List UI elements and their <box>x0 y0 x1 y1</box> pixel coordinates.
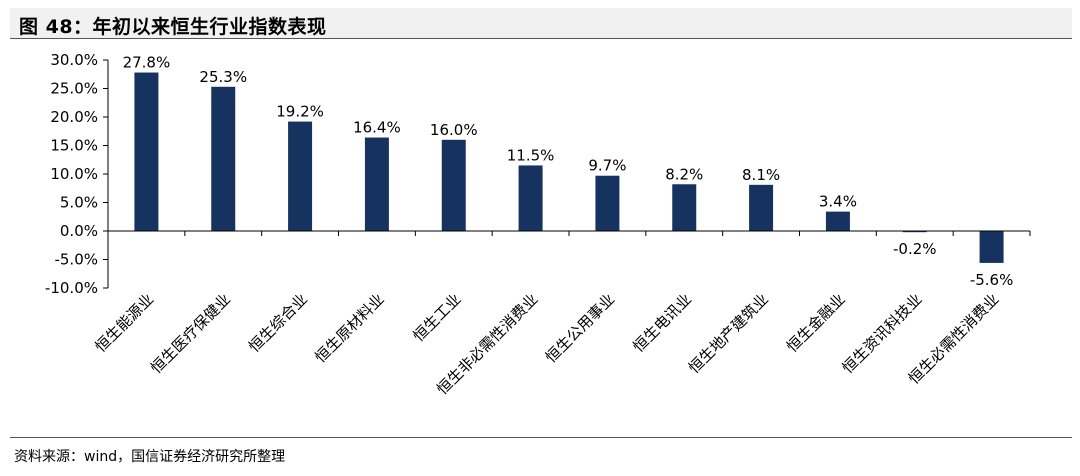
footer-divider <box>10 437 1072 438</box>
x-category-label: 恒生综合业 <box>245 290 311 356</box>
bar-value-label: 25.3% <box>199 68 247 86</box>
bar-value-label: -0.2% <box>893 240 937 258</box>
bar-value-label: 8.2% <box>665 165 703 183</box>
bar <box>441 139 466 231</box>
bar <box>134 72 159 231</box>
bar <box>825 211 850 231</box>
x-category-label: 恒生金融业 <box>783 290 849 356</box>
bar-value-label: -5.6% <box>970 271 1014 289</box>
bar-value-label: 16.4% <box>353 119 401 137</box>
y-tick-label: 5.0% <box>60 194 98 212</box>
x-category-label: 恒生地产建筑业 <box>685 290 772 377</box>
x-axis <box>107 230 1031 236</box>
y-axis: 30.0% 25.0% 20.0% 15.0% 10.0% 5.0% 0.0% -5.0% -1… <box>45 51 109 297</box>
y-tick-label: -10.0% <box>45 279 98 297</box>
bar-chart: 30.0% 25.0% 20.0% 15.0% 10.0% 5.0% 0.0% -5.0% -1… <box>45 51 1031 398</box>
bar <box>749 184 774 231</box>
y-tick-label: 30.0% <box>50 51 98 69</box>
bar-value-label: 3.4% <box>819 193 857 211</box>
y-tick-label: 0.0% <box>60 222 98 240</box>
source-note: 资料来源：wind，国信证券经济研究所整理 <box>14 449 286 465</box>
bar <box>518 165 543 231</box>
bar-value-label: 8.1% <box>742 166 780 184</box>
bar <box>288 121 313 231</box>
y-tick-label: 20.0% <box>50 108 98 126</box>
x-category-label: 恒生能源业 <box>91 290 157 356</box>
y-tick-label: 10.0% <box>50 165 98 183</box>
x-category-label: 恒生资讯科技业 <box>839 290 926 377</box>
y-tick-label: -5.0% <box>54 251 98 269</box>
title-bar: 图 48：年初以来恒生行业指数表现 <box>10 8 1072 39</box>
x-category-label: 恒生电讯业 <box>629 290 695 356</box>
y-tick-label: 15.0% <box>50 137 98 155</box>
bar <box>364 137 389 231</box>
bar-value-label: 11.5% <box>507 146 555 164</box>
x-category-label: 恒生原材料业 <box>311 290 387 366</box>
bar <box>979 231 1004 263</box>
bar <box>595 175 620 231</box>
x-category-label: 恒生医疗保健业 <box>147 290 234 377</box>
bar-value-label: 9.7% <box>588 157 626 175</box>
value-labels: 27.8% 25.3% 19.2% 16.4% 16.0% 11.5% 9.7% 8.2% 8.… <box>123 54 1014 289</box>
bar <box>211 86 236 231</box>
y-tick-label: 25.0% <box>50 80 98 98</box>
chart-title: 图 48：年初以来恒生行业指数表现 <box>19 16 327 38</box>
bars <box>134 72 1004 263</box>
x-category-label: 恒生工业 <box>409 290 464 345</box>
bar-value-label: 27.8% <box>123 54 171 72</box>
bar <box>672 184 697 231</box>
bar-value-label: 16.0% <box>430 121 478 139</box>
bar-value-label: 19.2% <box>276 103 324 121</box>
x-category-label: 恒生公用事业 <box>542 290 618 366</box>
bar <box>902 231 927 233</box>
